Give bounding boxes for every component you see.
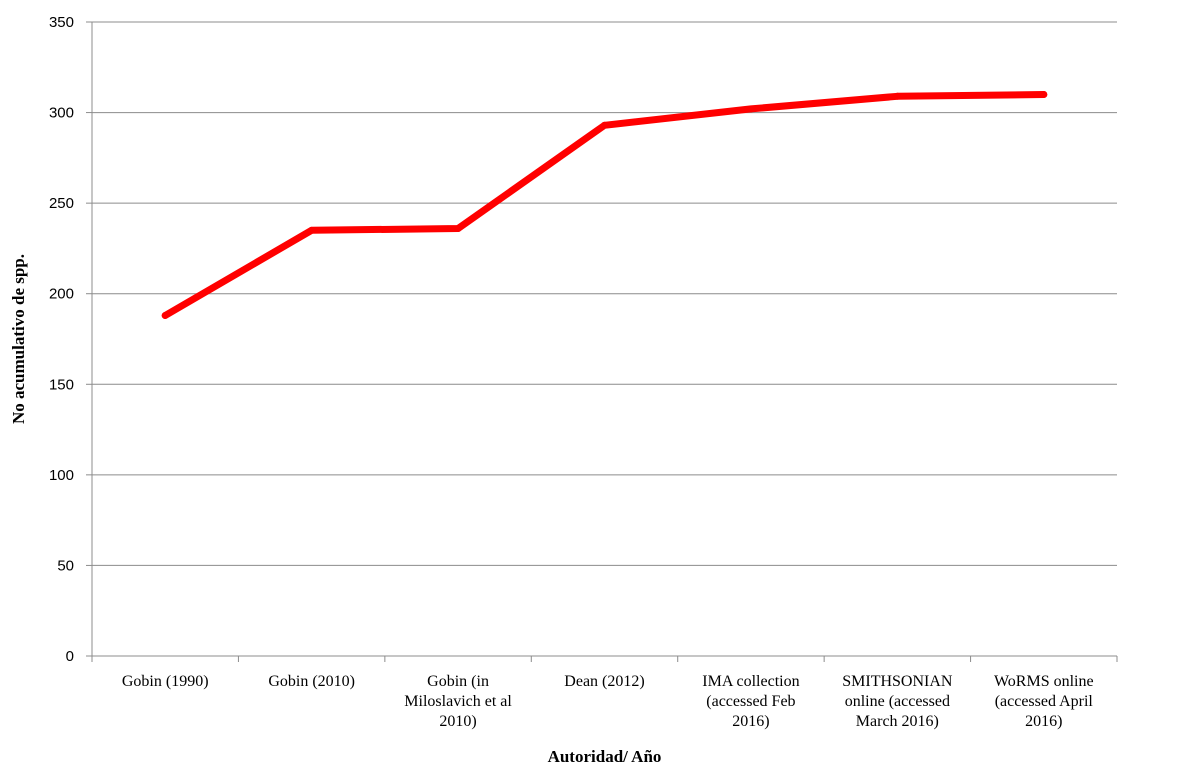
data-point <box>454 225 462 233</box>
x-tick-label: Gobin (in Miloslavich et al 2010) <box>404 673 512 730</box>
x-tick-label-line: Gobin (2010) <box>268 673 355 690</box>
y-tick-label: 350 <box>49 14 74 31</box>
x-tick-label-line: 2016) <box>1025 713 1062 730</box>
x-tick-labels: Gobin (1990) Gobin (2010) Gobin (in Milosla… <box>122 673 1094 730</box>
gridlines <box>92 21 1117 566</box>
x-tick-label-line: Gobin (1990) <box>122 673 209 690</box>
x-tick-label: Gobin (1990) <box>122 673 209 690</box>
y-tick-label: 250 <box>49 195 74 212</box>
data-point <box>747 105 755 113</box>
x-tick-label-line: Gobin (in <box>427 673 489 690</box>
data-point <box>601 121 608 129</box>
y-axis-title: No acumulativo de spp. <box>9 254 28 424</box>
x-tick-label-line: 2016) <box>732 713 769 730</box>
x-tick-label: SMITHSONIAN online (accessed March 2016) <box>842 673 953 730</box>
y-tick-label: 100 <box>49 467 74 484</box>
y-tick-label: 200 <box>49 286 74 303</box>
y-tick-label: 150 <box>49 376 74 393</box>
y-tick-label: 300 <box>49 105 74 122</box>
x-tick-label-line: Dean (2012) <box>564 673 644 690</box>
x-tick-label: WoRMS online (accessed April 2016) <box>994 673 1094 730</box>
x-tick-label-line: 2010) <box>439 713 476 730</box>
data-point <box>893 92 901 100</box>
x-tick-label-line: (accessed Feb <box>706 693 795 710</box>
x-tick-label: IMA collection (accessed Feb 2016) <box>702 673 799 730</box>
data-point <box>308 226 316 234</box>
axes <box>86 21 1118 662</box>
x-axis-title: Autoridad/ Año <box>548 747 662 766</box>
data-point <box>161 311 169 319</box>
y-tick-labels: 0 50 100 150 200 250 300 350 <box>49 14 74 665</box>
x-tick-label-line: WoRMS online <box>994 673 1094 690</box>
x-tick-label-line: March 2016) <box>856 713 939 730</box>
series-layer <box>161 90 1048 319</box>
y-tick-label: 0 <box>66 648 74 665</box>
x-tick-label: Gobin (2010) <box>268 673 355 690</box>
x-tick-label: Dean (2012) <box>564 673 644 690</box>
y-tick-label: 50 <box>57 557 74 574</box>
x-tick-label-line: online (accessed <box>845 693 950 710</box>
data-point <box>1040 90 1048 98</box>
x-tick-label-line: IMA collection <box>702 673 799 690</box>
x-tick-label-line: (accessed April <box>995 693 1094 710</box>
x-tick-label-line: Miloslavich et al <box>404 693 512 710</box>
x-tick-label-line: SMITHSONIAN <box>842 673 953 690</box>
